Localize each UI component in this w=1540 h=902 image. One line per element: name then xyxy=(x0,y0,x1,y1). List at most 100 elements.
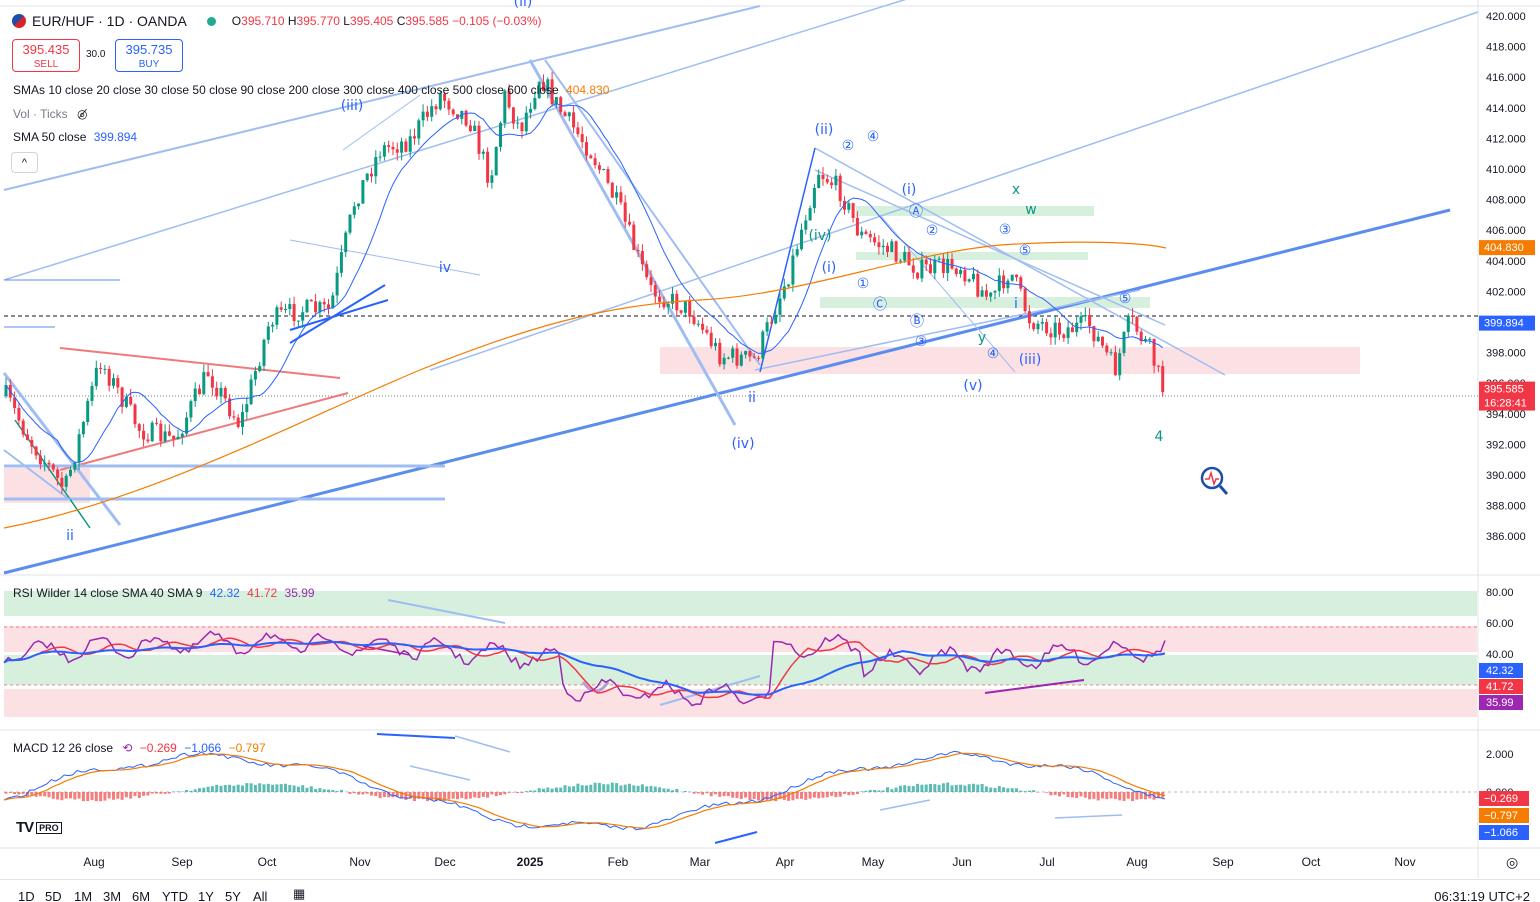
candle xyxy=(1126,315,1130,332)
macd-histogram-bar xyxy=(451,792,455,799)
candle xyxy=(129,396,133,405)
trend-line xyxy=(59,347,341,379)
change-readout: −0.105 (−0.03%) xyxy=(452,14,542,28)
macd-histogram-bar xyxy=(731,792,735,798)
macd-histogram-bar xyxy=(1032,790,1036,792)
candle xyxy=(473,125,477,132)
macd-histogram-bar xyxy=(1096,792,1100,801)
range-button-all[interactable]: All xyxy=(253,889,268,902)
time-tick: Sep xyxy=(171,855,193,869)
macd-histogram-bar xyxy=(890,789,894,792)
clock-readout[interactable]: 06:31:19 UTC+2 xyxy=(1434,889,1530,902)
macd-settings-icon[interactable]: ⟲ xyxy=(122,741,133,755)
macd-histogram-bar xyxy=(142,792,146,796)
macd-legend[interactable]: MACD 12 26 close ⟲ −0.269 −1.066 −0.797 xyxy=(13,741,266,755)
macd-histogram-bar xyxy=(701,792,705,795)
rsi-legend[interactable]: RSI Wilder 14 close SMA 40 SMA 9 42.32 4… xyxy=(13,586,315,600)
wave-label: Ⓐ xyxy=(909,204,923,220)
time-axis-settings-icon[interactable]: ◎ xyxy=(1506,854,1519,870)
candle xyxy=(443,93,447,101)
range-button-1d[interactable]: 1D xyxy=(18,889,35,902)
rsi-zone xyxy=(4,655,1477,685)
macd-histogram-bar xyxy=(1113,792,1117,800)
macd-histogram-bar xyxy=(288,784,292,792)
candle xyxy=(739,354,743,366)
wave-label: ③ xyxy=(999,222,1012,238)
candle xyxy=(155,422,158,424)
rsi-label: 42.32 xyxy=(1486,665,1514,677)
wave-label: ② xyxy=(926,223,939,239)
sell-button[interactable]: 395.435 SELL xyxy=(12,39,80,72)
trend-line xyxy=(544,59,761,366)
candle xyxy=(873,237,877,243)
candle xyxy=(640,251,644,265)
candle xyxy=(714,342,717,347)
symbol-title[interactable]: EUR/HUF · 1D · OANDA xyxy=(32,13,187,29)
macd-histogram-bar xyxy=(1118,792,1122,801)
candle xyxy=(757,357,760,359)
macd-histogram-bar xyxy=(167,792,171,794)
macd-histogram-bar xyxy=(348,792,352,794)
range-button-6m[interactable]: 6M xyxy=(132,889,151,902)
candle xyxy=(567,112,571,117)
macd-label: −0.797 xyxy=(1484,810,1518,822)
time-tick: Oct xyxy=(1302,855,1321,869)
macd-histogram-bar xyxy=(374,792,378,797)
candle xyxy=(120,387,124,407)
rsi-label: 35.99 xyxy=(1486,697,1514,709)
macd-histogram-bar xyxy=(567,786,571,792)
volume-legend[interactable]: Vol · Ticks ◎̸ xyxy=(13,107,88,121)
candle xyxy=(1088,315,1092,327)
range-button-ytd[interactable]: YTD xyxy=(162,889,188,902)
macd-signal-line xyxy=(3,752,1166,829)
macd-histogram-bar xyxy=(924,784,928,792)
macd-histogram-bar xyxy=(339,789,343,792)
macd-histogram-bar xyxy=(1144,792,1147,800)
candle xyxy=(400,141,404,153)
macd-histogram-bar xyxy=(868,789,872,792)
candle xyxy=(1066,327,1070,339)
time-tick: Sep xyxy=(1212,855,1234,869)
macd-tick: 2.000 xyxy=(1486,749,1514,761)
candle xyxy=(116,378,120,388)
price-tick: 406.000 xyxy=(1486,225,1526,237)
macd-label-box xyxy=(1479,808,1529,823)
macd-histogram-bar xyxy=(795,792,799,799)
price-tick: 394.000 xyxy=(1486,409,1526,421)
candle xyxy=(133,404,137,425)
macd-histogram-bar xyxy=(236,784,240,792)
macd-histogram-bar xyxy=(812,792,816,798)
trend-line xyxy=(342,94,421,151)
macd-histogram-bar xyxy=(116,792,120,799)
macd-histogram-bar xyxy=(13,792,17,795)
price-tick: 392.000 xyxy=(1486,439,1526,451)
macd-histogram-bar xyxy=(249,783,253,792)
macd-histogram-bar xyxy=(941,783,945,792)
candle xyxy=(752,356,756,358)
macd-histogram-bar xyxy=(327,789,330,792)
buy-button[interactable]: 395.735 BUY xyxy=(115,39,183,72)
candle xyxy=(4,385,8,396)
trend-line xyxy=(429,11,1479,371)
calendar-icon[interactable]: ▦ xyxy=(293,886,306,901)
macd-histogram-bar xyxy=(993,787,997,792)
sma50-legend[interactable]: SMA 50 close 399.894 xyxy=(13,130,138,144)
range-button-3m[interactable]: 3M xyxy=(103,889,122,902)
macd-histogram-bar xyxy=(855,792,859,795)
smas-legend[interactable]: SMAs 10 close 20 close 30 close 50 close… xyxy=(13,83,610,97)
macd-histogram-bar xyxy=(533,790,537,792)
collapse-legend-button[interactable]: ^ xyxy=(11,152,38,173)
macd-histogram-bar xyxy=(499,792,502,796)
range-button-5y[interactable]: 5Y xyxy=(225,889,241,902)
macd-histogram-bar xyxy=(916,783,920,792)
range-button-5d[interactable]: 5D xyxy=(45,889,62,902)
hidden-eye-icon[interactable]: ◎̸ xyxy=(77,107,88,121)
range-button-1m[interactable]: 1M xyxy=(74,889,93,902)
range-button-1y[interactable]: 1Y xyxy=(198,889,214,902)
macd-histogram-bar xyxy=(331,790,335,792)
candle xyxy=(77,434,81,463)
candle xyxy=(1135,316,1139,332)
candle xyxy=(112,378,115,386)
candle xyxy=(847,203,851,210)
